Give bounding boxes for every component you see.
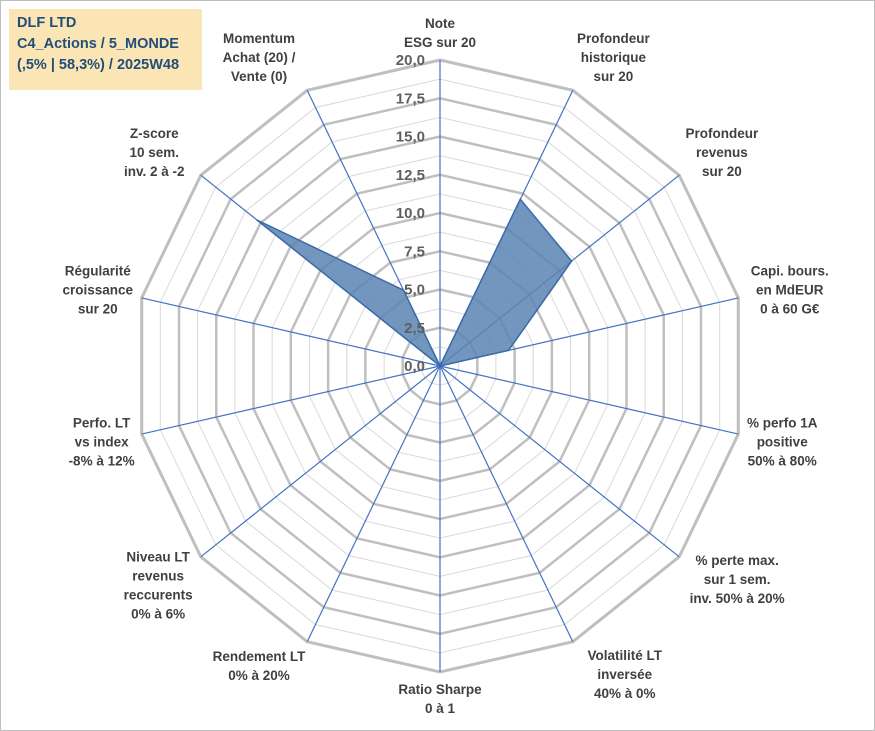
axis-label-4: % perfo 1A positive 50% à 80% [747, 416, 818, 469]
axis-label-12: Z-score 10 sem. inv. 2 à -2 [124, 126, 185, 179]
r-tick-label: 2,5 [404, 320, 425, 337]
axis-spoke [439, 365, 574, 642]
r-tick-label: 17,5 [396, 90, 425, 107]
data-point [507, 349, 510, 352]
axis-spoke [141, 365, 441, 435]
r-tick-label: 7,5 [404, 243, 425, 260]
axis-spoke [439, 365, 739, 435]
title-line-1: DLF LTD [17, 15, 77, 31]
series-area [256, 197, 573, 368]
axis-spoke [439, 365, 680, 558]
axis-label-2: Profondeur revenus sur 20 [686, 126, 759, 179]
axis-label-11: Régularité croissance sur 20 [63, 263, 134, 316]
title-line-2: C4_Actions / 5_MONDE [17, 36, 179, 52]
r-tick-label: 0,0 [404, 358, 425, 375]
axis-label-7: Ratio Sharpe 0 à 1 [398, 682, 482, 716]
data-point [256, 219, 258, 221]
axis-label-9: Niveau LT revenus reccurents 0% à 6% [124, 550, 193, 622]
r-tick-label: 15,0 [396, 129, 425, 146]
axis-spoke [141, 297, 441, 367]
axis-spoke [306, 365, 441, 642]
data-point [402, 289, 405, 292]
axis-label-8: Rendement LT 0% à 20% [213, 649, 307, 683]
r-tick-label: 20,0 [396, 52, 425, 69]
axis-label-1: Profondeur historique sur 20 [577, 31, 650, 84]
title-line-3: (,5% | 58,3%) / 2025W48 [17, 57, 180, 73]
axis-label-5: % perte max. sur 1 sem. inv. 50% à 20% [690, 553, 785, 606]
axis-label-10: Perfo. LT vs index -8% à 12% [69, 416, 135, 469]
data-point [439, 365, 441, 367]
axis-spoke [200, 365, 441, 558]
chart-title-box: DLF LTD C4_Actions / 5_MONDE (,5% | 58,3… [9, 9, 202, 90]
axis-label-3: Capi. bours. en MdEUR 0 à 60 G€ [751, 263, 829, 316]
data-point [519, 198, 522, 200]
r-tick-label: 5,0 [404, 282, 425, 299]
axis-label-0: Note ESG sur 20 [404, 16, 476, 50]
axis-label-13: Momentum Achat (20) / Vente (0) [223, 31, 296, 84]
axis-label-6: Volatilité LT inversée 40% à 0% [588, 648, 663, 701]
data-point [570, 260, 573, 262]
r-tick-label: 10,0 [396, 205, 425, 222]
r-tick-label: 12,5 [396, 167, 425, 184]
